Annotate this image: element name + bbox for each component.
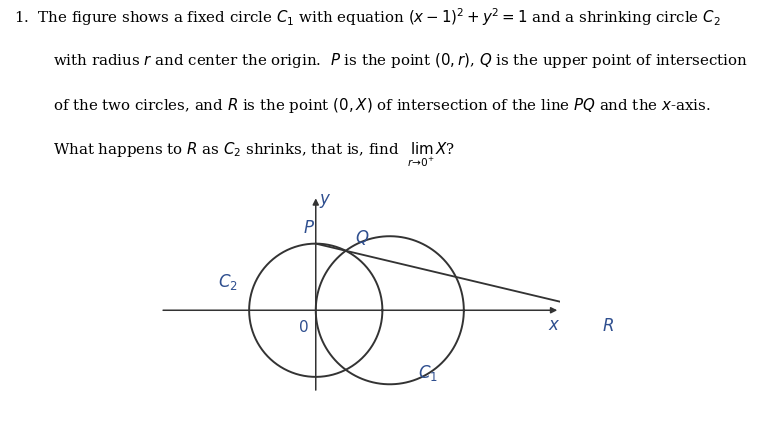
Text: with radius $r$ and center the origin.  $P$ is the point $(0, r)$, $Q$ is the up: with radius $r$ and center the origin. $… [53,51,748,70]
Text: What happens to $R$ as $C_2$ shrinks, that is, find  $\lim_{r \to 0^+} X$?: What happens to $R$ as $C_2$ shrinks, th… [53,141,455,169]
Text: of the two circles, and $R$ is the point $(0, X)$ of intersection of the line $P: of the two circles, and $R$ is the point… [53,96,711,115]
Text: $C_1$: $C_1$ [418,363,438,383]
Text: $P$: $P$ [303,220,315,237]
Text: $x$: $x$ [548,317,561,334]
Text: $0$: $0$ [298,318,309,334]
Text: $y$: $y$ [319,192,332,210]
Text: $R$: $R$ [602,318,614,335]
Text: 1.  The figure shows a fixed circle $C_1$ with equation $(x-1)^2 + y^2 = 1$ and : 1. The figure shows a fixed circle $C_1$… [14,6,720,28]
Text: $Q$: $Q$ [355,228,370,247]
Text: $C_2$: $C_2$ [218,272,238,292]
